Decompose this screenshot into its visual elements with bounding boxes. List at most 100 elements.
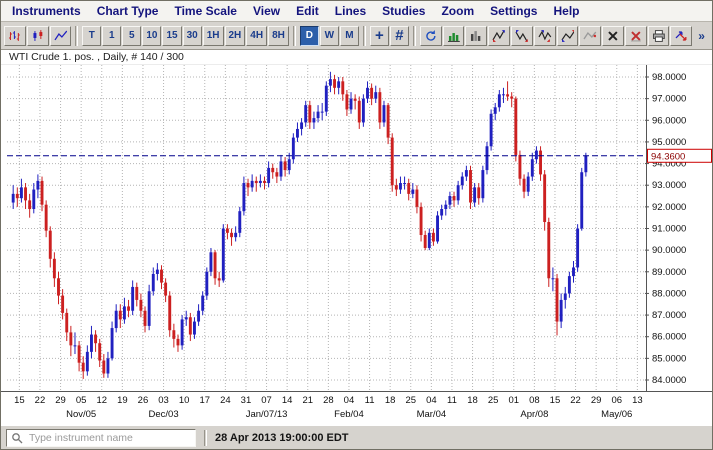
remove-drawing-button[interactable] bbox=[602, 25, 624, 46]
candle-body bbox=[258, 180, 262, 184]
menu-item-view[interactable]: View bbox=[252, 4, 281, 18]
interval-button-30[interactable]: 30 bbox=[182, 25, 202, 46]
compare-arrows-button[interactable] bbox=[670, 25, 693, 46]
candle-body bbox=[176, 338, 180, 346]
status-bar: 28 Apr 2013 19:00:00 EDT bbox=[1, 425, 712, 449]
interval-button-t[interactable]: T bbox=[82, 25, 102, 46]
menu-item-instruments[interactable]: Instruments bbox=[12, 4, 81, 18]
y-axis-price-label: 98.0000 bbox=[652, 72, 686, 83]
instrument-search-box[interactable] bbox=[6, 428, 196, 447]
zigzag-arrows-tool-button[interactable] bbox=[556, 25, 579, 46]
candle-body bbox=[106, 358, 110, 374]
search-icon bbox=[12, 432, 23, 443]
interval-button-1h[interactable]: 1H bbox=[202, 25, 224, 46]
candle-body bbox=[357, 100, 361, 123]
candle-body bbox=[94, 334, 98, 344]
refresh-data-button[interactable] bbox=[419, 25, 442, 46]
candle-body bbox=[32, 189, 36, 210]
candle-body bbox=[485, 146, 489, 171]
menu-item-chart-type[interactable]: Chart Type bbox=[96, 4, 159, 18]
zigzag-updown-tool-button[interactable] bbox=[533, 25, 556, 46]
interval-button-1[interactable]: 1 bbox=[102, 25, 122, 46]
zigzag-down-tool-button[interactable] bbox=[510, 25, 533, 46]
candle-body bbox=[539, 150, 542, 175]
x-axis-month-label: Mar/04 bbox=[417, 409, 447, 420]
candle-body bbox=[324, 85, 328, 112]
x-axis-week-label: 13 bbox=[632, 395, 643, 406]
candle-body bbox=[291, 137, 295, 160]
candle-body bbox=[312, 118, 316, 123]
interval-button-5[interactable]: 5 bbox=[122, 25, 142, 46]
price-chart-canvas[interactable]: 15 22 29 05 12 19 26 03 10 17 24 31 07 14 21 28 04 11 18 25… bbox=[1, 65, 713, 425]
y-axis-price-label: 89.0000 bbox=[652, 267, 686, 278]
line-chart-button[interactable] bbox=[49, 25, 72, 46]
interval-button-m[interactable]: M bbox=[339, 25, 359, 46]
candle-body bbox=[559, 299, 563, 322]
x-axis-week-label: 04 bbox=[344, 395, 355, 406]
ohlc-bars-chart-button[interactable] bbox=[4, 25, 26, 46]
candle-body bbox=[522, 178, 526, 192]
interval-button-d[interactable]: D bbox=[299, 25, 319, 46]
menu-item-help[interactable]: Help bbox=[553, 4, 580, 18]
candle-body bbox=[234, 232, 238, 238]
y-axis-price-label: 93.0000 bbox=[652, 180, 686, 191]
candle-body bbox=[44, 204, 48, 231]
candle-body bbox=[386, 105, 390, 138]
menu-item-studies[interactable]: Studies bbox=[382, 4, 426, 18]
x-axis-labels: 15 22 29 05 12 19 26 03 10 17 24 31 07 14 21 28 04 11 18 25… bbox=[14, 395, 643, 420]
studies-histogram-button[interactable] bbox=[442, 25, 465, 46]
y-axis-price-label: 86.0000 bbox=[652, 332, 686, 343]
candle-body bbox=[254, 180, 258, 184]
x-axis-week-label: 01 bbox=[508, 395, 519, 406]
zigzag-up-tool-button[interactable] bbox=[488, 25, 510, 46]
candle-body bbox=[366, 87, 369, 99]
y-axis-price-label: 97.0000 bbox=[652, 94, 686, 105]
candle-body bbox=[155, 269, 159, 274]
candle-body bbox=[85, 351, 89, 372]
x-axis-week-label: 22 bbox=[35, 395, 46, 406]
candle-body bbox=[267, 167, 271, 184]
menu-item-edit[interactable]: Edit bbox=[296, 4, 319, 18]
print-button[interactable] bbox=[647, 25, 670, 46]
interval-button-w[interactable]: W bbox=[319, 25, 339, 46]
menu-item-zoom[interactable]: Zoom bbox=[441, 4, 475, 18]
candle-body bbox=[576, 228, 580, 268]
candle-body bbox=[308, 105, 312, 123]
interval-button-2h[interactable]: 2H bbox=[224, 25, 246, 46]
candle-body bbox=[57, 278, 60, 296]
toolbar-overflow-button[interactable]: » bbox=[698, 28, 705, 43]
chart-area[interactable]: 15 22 29 05 12 19 26 03 10 17 24 31 07 14 21 28 04 11 18 25… bbox=[1, 65, 712, 425]
interval-button-15[interactable]: 15 bbox=[162, 25, 182, 46]
zigzag-plain-tool-button[interactable] bbox=[579, 25, 602, 46]
x-axis-week-label: 19 bbox=[117, 395, 128, 406]
candle-body bbox=[580, 172, 584, 229]
candle-body bbox=[287, 159, 291, 171]
menu-item-lines[interactable]: Lines bbox=[334, 4, 367, 18]
printer-icon bbox=[652, 29, 665, 42]
candle-body bbox=[73, 345, 77, 347]
hash-grid-button[interactable]: # bbox=[389, 25, 409, 46]
candle-body bbox=[230, 232, 233, 238]
volume-bars-button[interactable] bbox=[465, 25, 488, 46]
x-axis-week-label: 31 bbox=[241, 395, 252, 406]
toolbar-separator bbox=[75, 25, 79, 46]
candle-body bbox=[469, 170, 472, 203]
candle-body bbox=[403, 183, 407, 185]
instrument-search-input[interactable] bbox=[27, 430, 191, 445]
menu-item-time-scale[interactable]: Time Scale bbox=[174, 4, 237, 18]
crosshair-tool-button[interactable]: + bbox=[369, 25, 389, 46]
candle-body bbox=[497, 94, 501, 108]
menu-item-settings[interactable]: Settings bbox=[490, 4, 538, 18]
candle-body bbox=[65, 312, 69, 333]
candle-body bbox=[151, 273, 155, 292]
delete-all-button[interactable] bbox=[624, 25, 647, 46]
candle-body bbox=[374, 92, 378, 99]
interval-button-8h[interactable]: 8H bbox=[268, 25, 289, 46]
candle-body bbox=[118, 310, 122, 320]
interval-button-4h[interactable]: 4H bbox=[246, 25, 268, 46]
red-x-icon bbox=[630, 30, 641, 41]
grid bbox=[7, 65, 645, 391]
interval-button-10[interactable]: 10 bbox=[142, 25, 162, 46]
candlestick-chart-button[interactable] bbox=[26, 25, 49, 46]
